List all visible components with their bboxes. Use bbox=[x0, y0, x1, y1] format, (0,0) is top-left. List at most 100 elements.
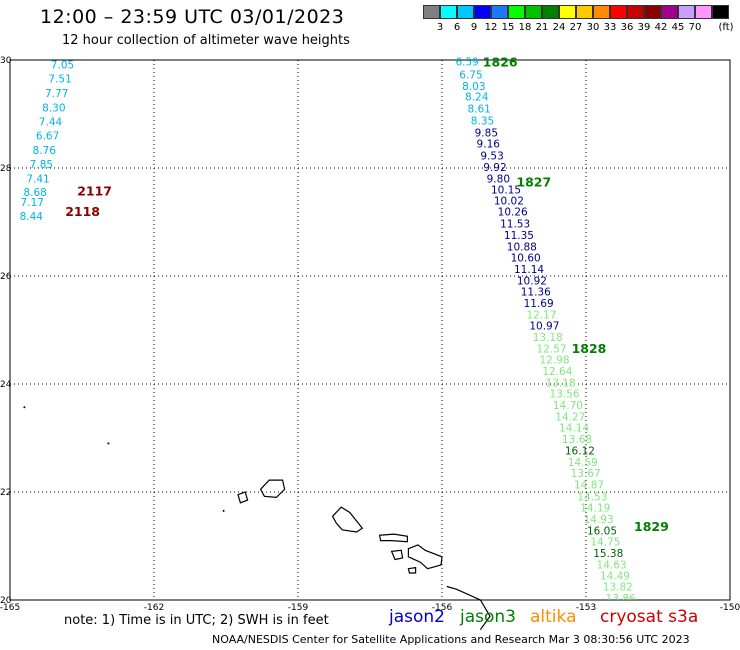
scale-swatch bbox=[678, 5, 695, 19]
wave-height-label: 13.82 bbox=[603, 582, 633, 594]
wave-height-label: 13.18 bbox=[546, 377, 576, 389]
hawaii-big-island bbox=[446, 585, 491, 631]
wave-height-label: 13.86 bbox=[606, 593, 636, 605]
wave-height-label: 14.87 bbox=[574, 479, 604, 491]
wave-height-label: 8.68 bbox=[23, 187, 46, 199]
scale-tick-label: 36 bbox=[620, 22, 634, 33]
wave-height-label: 10.60 bbox=[511, 253, 541, 265]
scale-tick-label: 70 bbox=[688, 22, 702, 33]
page-subtitle: 12 hour collection of altimeter wave hei… bbox=[62, 33, 350, 48]
oahu-island bbox=[331, 506, 364, 533]
lat-tick-label: 24 bbox=[0, 380, 12, 390]
wave-height-label: 14.27 bbox=[555, 411, 585, 423]
scale-swatch bbox=[576, 5, 593, 19]
scale-tick-label: 21 bbox=[535, 22, 549, 33]
pass-time-label: 2118 bbox=[65, 204, 100, 219]
wave-height-label: 8.76 bbox=[33, 145, 57, 157]
wave-height-label: 8.44 bbox=[20, 211, 44, 223]
wave-height-label: 9.92 bbox=[483, 162, 506, 174]
scale-swatch bbox=[695, 5, 712, 19]
lon-tick-label: -153 bbox=[576, 603, 596, 613]
scale-swatch bbox=[627, 5, 644, 19]
wave-height-label: 8.30 bbox=[42, 103, 65, 115]
scale-swatch bbox=[644, 5, 661, 19]
wave-height-label: 8.61 bbox=[467, 104, 490, 116]
wave-height-label: 6.75 bbox=[459, 70, 482, 82]
pass-time-label: 1829 bbox=[634, 519, 669, 534]
wave-height-label: 11.35 bbox=[504, 230, 534, 242]
scale-tick-label: 45 bbox=[671, 22, 685, 33]
scale-tick-label: 27 bbox=[569, 22, 583, 33]
scale-swatch bbox=[525, 5, 542, 19]
wave-height-label: 14.59 bbox=[568, 457, 598, 469]
wave-height-label: 7.41 bbox=[26, 173, 49, 185]
lon-tick-label: -162 bbox=[144, 603, 164, 613]
wave-height-label: 12.98 bbox=[539, 355, 569, 367]
track-labels: 7.05 7.51 7.77 8.30 7.44 6.67 8.76 7.85 7.41 8.68… bbox=[20, 57, 636, 605]
wave-height-label: 14.93 bbox=[584, 514, 614, 526]
wave-height-label: 8.24 bbox=[465, 92, 489, 104]
lat-tick-label: 26 bbox=[0, 272, 12, 282]
scale-tick-label: 3 bbox=[436, 22, 444, 33]
wave-height-label: 14.75 bbox=[590, 537, 620, 549]
lon-tick-label: -156 bbox=[432, 603, 453, 613]
wave-height-label: 8.35 bbox=[471, 115, 494, 127]
wave-height-label: 16.05 bbox=[587, 525, 617, 537]
pass-time-label: 1828 bbox=[572, 341, 607, 356]
wave-height-label: 9.53 bbox=[480, 151, 503, 163]
scale-swatch bbox=[440, 5, 457, 19]
lon-tick-label: -159 bbox=[288, 603, 309, 613]
wave-height-label: 10.97 bbox=[529, 321, 559, 333]
wave-height-label: 14.70 bbox=[553, 400, 583, 412]
wave-height-label: 7.17 bbox=[21, 197, 44, 209]
scale-unit-label: (ft) bbox=[718, 22, 734, 33]
credit-line: NOAA/NESDIS Center for Satellite Applica… bbox=[212, 633, 690, 646]
lon-tick-label: -165 bbox=[0, 603, 20, 613]
map-frame bbox=[9, 59, 731, 601]
wave-height-label: 16.12 bbox=[565, 445, 595, 457]
scale-swatch bbox=[661, 5, 678, 19]
lat-tick-label: 28 bbox=[0, 164, 12, 174]
scale-swatch bbox=[491, 5, 508, 19]
wave-height-label: 12.17 bbox=[526, 309, 556, 321]
page-title: 12:00 – 23:59 UTC 03/01/2023 bbox=[40, 6, 345, 28]
wave-height-label: 7.85 bbox=[30, 159, 53, 171]
wave-height-label: 14.63 bbox=[597, 559, 627, 571]
mission-label: cryosat s3a bbox=[600, 607, 699, 627]
scale-tick-label: 6 bbox=[453, 22, 461, 33]
lat-tick-label: 22 bbox=[0, 488, 11, 498]
scale-tick-label: 18 bbox=[518, 22, 532, 33]
necker-islet bbox=[107, 442, 110, 445]
scale-swatch bbox=[593, 5, 610, 19]
scale-swatch bbox=[610, 5, 627, 19]
kaula-islet bbox=[222, 509, 225, 512]
wave-height-label: 12.57 bbox=[537, 343, 567, 355]
wave-height-label: 11.69 bbox=[524, 298, 554, 310]
wave-height-label: 6.67 bbox=[36, 131, 59, 143]
lon-tick-label: -150 bbox=[720, 603, 740, 613]
mission-label: jason2 bbox=[389, 607, 445, 627]
wave-height-label: 15.38 bbox=[593, 548, 623, 560]
scale-tick-label: 24 bbox=[552, 22, 566, 33]
maui-island bbox=[407, 544, 443, 570]
scale-tick-label: 33 bbox=[603, 22, 617, 33]
wave-height-label: 7.77 bbox=[45, 88, 68, 100]
wave-height-label: 6.59 bbox=[455, 57, 478, 69]
wave-height-label: 11.53 bbox=[500, 219, 530, 231]
wave-height-label: 8.03 bbox=[462, 81, 485, 93]
wave-height-label: 9.85 bbox=[475, 127, 498, 139]
mission-label: altika bbox=[530, 607, 577, 627]
wave-height-label: 13.68 bbox=[562, 434, 592, 446]
wave-height-label: 13.67 bbox=[571, 468, 601, 480]
molokai-island bbox=[378, 533, 408, 543]
scale-swatch bbox=[474, 5, 491, 19]
wave-height-label: 9.16 bbox=[477, 139, 501, 151]
scale-tick-label: 30 bbox=[586, 22, 600, 33]
scale-tick-label: 15 bbox=[501, 22, 515, 33]
wave-height-label: 7.44 bbox=[39, 117, 63, 129]
wave-height-label: 10.88 bbox=[507, 241, 537, 253]
scale-swatch bbox=[559, 5, 576, 19]
scale-swatch bbox=[423, 5, 440, 19]
niihau-island bbox=[237, 491, 249, 504]
